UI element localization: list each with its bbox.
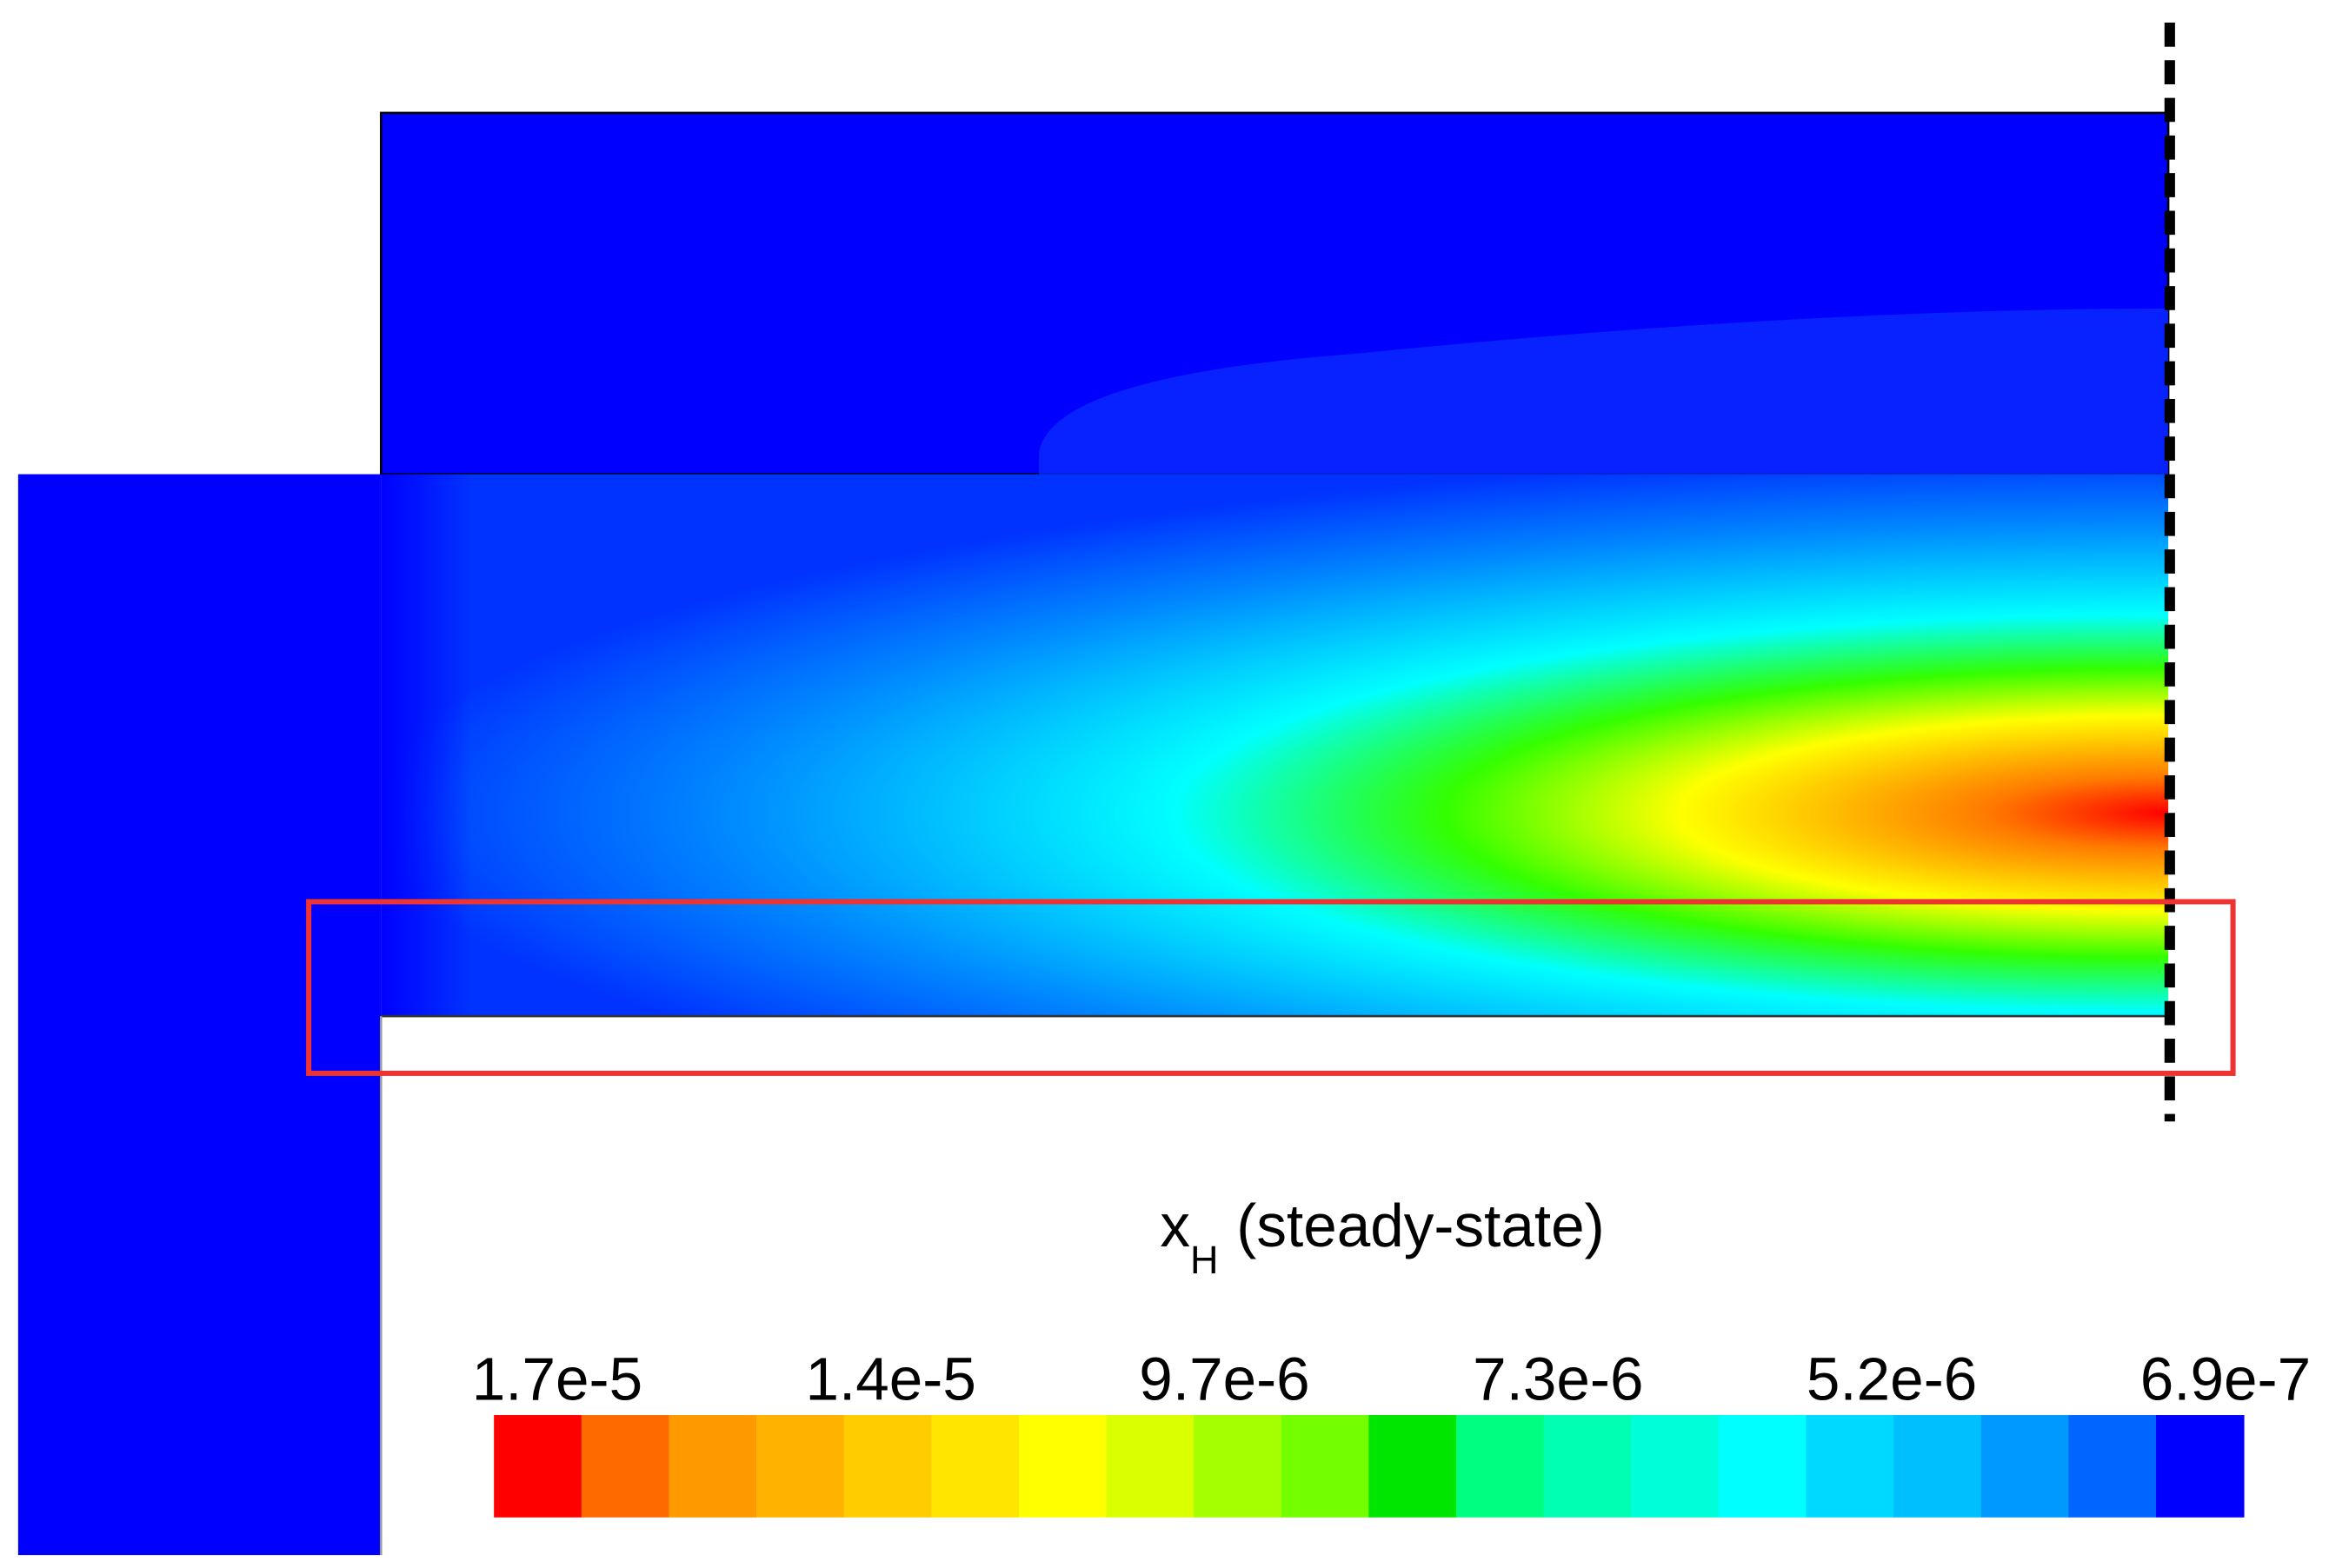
- colorbar-swatch: [1194, 1415, 1282, 1518]
- colorbar-label: 5.2e-6: [1807, 1345, 1977, 1413]
- colorbar-swatch: [2068, 1415, 2157, 1518]
- channel-region: [381, 474, 2169, 1017]
- colorbar-swatch: [669, 1415, 757, 1518]
- left-region: [17, 474, 382, 1556]
- contour-field: [17, 111, 2170, 1556]
- colorbar-swatch: [1806, 1415, 1895, 1518]
- colorbar-label: 6.9e-7: [2140, 1345, 2311, 1413]
- title-subscript: H: [1190, 1238, 1219, 1282]
- colorbar-swatch: [1456, 1415, 1545, 1518]
- colorbar-swatch: [581, 1415, 670, 1518]
- colorbar-swatch: [1368, 1415, 1457, 1518]
- colorbar-swatch: [1631, 1415, 1720, 1518]
- colorbar-swatch: [931, 1415, 1020, 1518]
- colorbar-swatch: [2156, 1415, 2245, 1518]
- colorbar-label: 1.7e-5: [472, 1345, 642, 1413]
- upper-plume: [1039, 309, 2169, 475]
- colorbar-swatch: [494, 1415, 582, 1518]
- colorbar-swatch: [1718, 1415, 1807, 1518]
- colorbar-swatch: [1018, 1415, 1108, 1518]
- colorbar-swatch: [1543, 1415, 1633, 1518]
- title-main: x: [1160, 1192, 1190, 1259]
- colorbar-label: 9.7e-6: [1139, 1345, 1309, 1413]
- colorbar-swatch: [1980, 1415, 2070, 1518]
- channel-inlet: [381, 474, 472, 1017]
- colorbar-title: xH (steady-state): [1160, 1192, 1604, 1282]
- colorbar-swatch: [1106, 1415, 1195, 1518]
- colorbar-swatch: [1281, 1415, 1370, 1518]
- colorbar: 1.7e-5 1.4e-5 9.7e-6 7.3e-6 5.2e-6 6.9e-7: [472, 1345, 2311, 1518]
- colorbar-label: 1.4e-5: [805, 1345, 975, 1413]
- title-suffix: (steady-state): [1236, 1192, 1604, 1259]
- colorbar-swatch: [1893, 1415, 1982, 1518]
- colorbar-label: 7.3e-6: [1473, 1345, 1643, 1413]
- colorbar-swatch: [843, 1415, 933, 1518]
- colorbar-swatch: [756, 1415, 845, 1518]
- highlight-box: [306, 899, 2236, 1076]
